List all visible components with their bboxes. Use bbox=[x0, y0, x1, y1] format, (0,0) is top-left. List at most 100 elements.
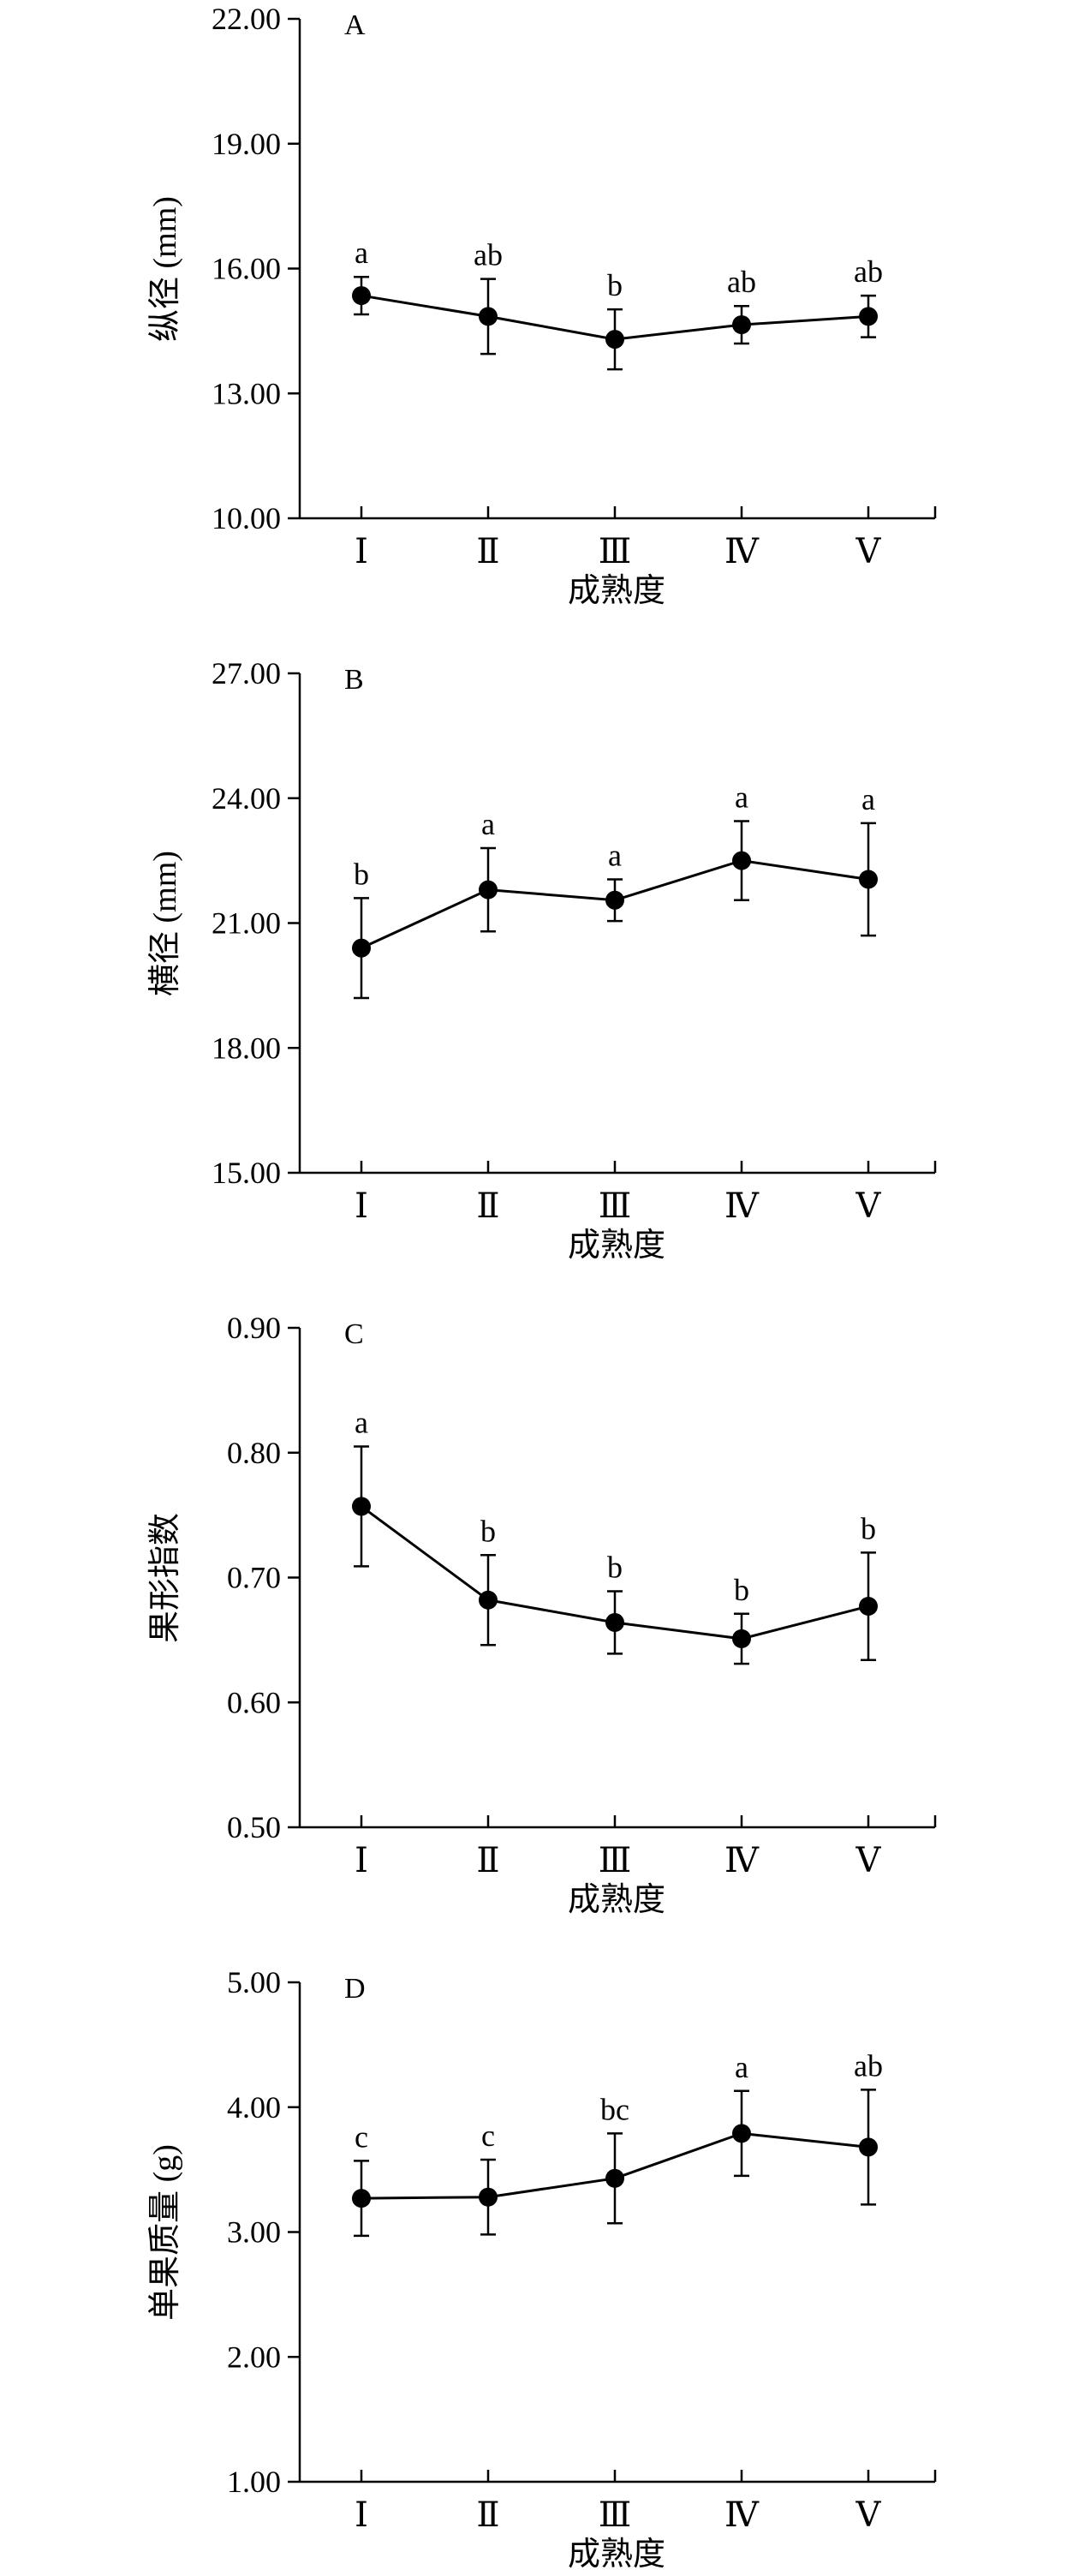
y-tick-label: 21.00 bbox=[212, 906, 281, 941]
y-axis-label: 纵径 (mm) bbox=[147, 196, 183, 342]
y-tick-label: 0.80 bbox=[227, 1436, 281, 1470]
y-tick-label: 18.00 bbox=[212, 1031, 281, 1065]
x-tick-label: Ⅴ bbox=[855, 1841, 882, 1880]
significance-letter: b bbox=[607, 268, 623, 302]
data-point bbox=[859, 2137, 878, 2157]
significance-letter: a bbox=[481, 807, 495, 841]
data-point bbox=[352, 938, 371, 958]
x-tick-label: Ⅳ bbox=[724, 2495, 760, 2534]
data-point bbox=[479, 307, 498, 326]
significance-letter: bc bbox=[600, 2092, 629, 2126]
x-tick-label: Ⅴ bbox=[855, 1186, 882, 1225]
y-tick-label: 0.60 bbox=[227, 1685, 281, 1719]
x-ticks: Ⅰ Ⅱ Ⅲ Ⅳ Ⅴ bbox=[355, 506, 937, 571]
data-marks: b a a a a bbox=[352, 780, 878, 1000]
significance-letter: b bbox=[607, 1551, 623, 1585]
x-tick-label: Ⅰ bbox=[355, 1841, 368, 1880]
x-tick-label: Ⅱ bbox=[476, 532, 499, 571]
x-axis-label: 成熟度 bbox=[568, 1228, 665, 1264]
panel-label: A bbox=[344, 9, 366, 41]
data-point bbox=[859, 870, 878, 889]
y-tick-label: 0.90 bbox=[227, 1311, 281, 1345]
x-tick-label: Ⅲ bbox=[599, 1186, 632, 1225]
data-point bbox=[605, 890, 624, 910]
x-tick-label: Ⅳ bbox=[724, 1186, 760, 1225]
x-tick-label: Ⅰ bbox=[355, 1186, 368, 1225]
y-tick-label: 0.50 bbox=[227, 1810, 281, 1844]
data-point bbox=[859, 1597, 878, 1617]
data-point bbox=[732, 1629, 751, 1648]
y-tick-label: 1.00 bbox=[227, 2465, 281, 2499]
y-tick-label: 3.00 bbox=[227, 2215, 281, 2250]
y-tick-label: 16.00 bbox=[212, 252, 281, 286]
y-ticks: 1.00 2.00 3.00 4.00 5.00 bbox=[227, 1965, 300, 2499]
y-tick-label: 27.00 bbox=[212, 656, 281, 690]
data-point bbox=[732, 315, 751, 335]
data-point bbox=[859, 307, 878, 326]
significance-letter: ab bbox=[727, 265, 756, 299]
x-axis-label: 成熟度 bbox=[568, 1882, 665, 1918]
x-tick-label: Ⅴ bbox=[855, 532, 882, 571]
panel-b: B 横径 (mm) 成熟度 15.0018.0021.0024.0027.00 … bbox=[147, 656, 937, 1264]
significance-letter: b bbox=[480, 1514, 496, 1548]
x-tick-label: Ⅱ bbox=[476, 1841, 499, 1880]
significance-letter: b bbox=[861, 1511, 876, 1545]
x-axis-label: 成熟度 bbox=[568, 573, 665, 609]
significance-letter: ab bbox=[854, 254, 883, 289]
x-ticks: Ⅰ Ⅱ Ⅲ Ⅳ Ⅴ bbox=[355, 1815, 937, 1880]
y-axis-label: 横径 (mm) bbox=[147, 851, 183, 996]
y-tick-label: 13.00 bbox=[212, 376, 281, 410]
y-tick-label: 22.00 bbox=[212, 2, 281, 36]
x-ticks: Ⅰ Ⅱ Ⅲ Ⅳ Ⅴ bbox=[355, 1161, 937, 1225]
data-point bbox=[605, 1612, 624, 1632]
y-ticks: 15.00 18.00 21.00 24.00 27.00 bbox=[212, 656, 300, 1190]
significance-letter: a bbox=[735, 2050, 748, 2084]
data-point bbox=[352, 2189, 371, 2208]
x-tick-label: Ⅲ bbox=[599, 1841, 632, 1880]
significance-letter: b bbox=[734, 1573, 749, 1607]
panel-c: C 果形指数 成熟度 0.50 0.60 0.70 0.80 0.90 Ⅰ Ⅱ Ⅲ Ⅳ Ⅴ a b… bbox=[147, 1311, 937, 1918]
y-tick-label: 19.00 bbox=[212, 127, 281, 161]
y-tick-label: 5.00 bbox=[227, 1965, 281, 1999]
significance-letter: a bbox=[861, 782, 875, 816]
y-ticks: 10.00 13.00 16.00 19.00 22.00 bbox=[212, 2, 300, 535]
x-tick-label: Ⅲ bbox=[599, 532, 632, 571]
significance-letter: c bbox=[481, 2119, 495, 2153]
data-point bbox=[479, 880, 498, 900]
y-axis-label: 单果质量 (g) bbox=[147, 2144, 183, 2321]
significance-letter: b bbox=[354, 857, 369, 891]
data-point bbox=[479, 1590, 498, 1610]
significance-letter: c bbox=[355, 2119, 368, 2154]
y-tick-label: 15.00 bbox=[212, 1156, 281, 1190]
x-tick-label: Ⅲ bbox=[599, 2495, 632, 2534]
y-tick-label: 10.00 bbox=[212, 501, 281, 535]
panel-a: A 纵径 (mm) 成熟度 10.0013.0016.0019.0022.00 … bbox=[147, 2, 937, 609]
x-tick-label: Ⅳ bbox=[724, 532, 760, 571]
x-tick-label: Ⅴ bbox=[855, 2495, 882, 2534]
x-tick-label: Ⅱ bbox=[476, 2495, 499, 2534]
significance-letter: a bbox=[355, 1405, 368, 1439]
panel-label: B bbox=[344, 664, 364, 696]
y-tick-label: 24.00 bbox=[212, 781, 281, 816]
y-tick-label: 4.00 bbox=[227, 2090, 281, 2125]
data-point bbox=[352, 286, 371, 306]
significance-letter: ab bbox=[854, 2048, 883, 2083]
data-point bbox=[732, 2124, 751, 2143]
data-point bbox=[352, 1497, 371, 1516]
data-marks: c c bc a ab bbox=[352, 2048, 883, 2238]
significance-letter: a bbox=[608, 838, 622, 872]
y-tick-label: 0.70 bbox=[227, 1561, 281, 1595]
data-point bbox=[605, 2168, 624, 2188]
x-ticks: Ⅰ Ⅱ Ⅲ Ⅳ Ⅴ bbox=[355, 2470, 937, 2534]
significance-letter: ab bbox=[474, 238, 503, 272]
data-point bbox=[605, 330, 624, 350]
y-tick-label: 2.00 bbox=[227, 2340, 281, 2374]
data-point bbox=[479, 2187, 498, 2207]
significance-letter: a bbox=[355, 236, 368, 270]
significance-letter: a bbox=[735, 780, 748, 814]
x-tick-label: Ⅳ bbox=[724, 1841, 760, 1880]
data-marks: a b b b b bbox=[352, 1405, 878, 1665]
y-ticks: 0.50 0.60 0.70 0.80 0.90 bbox=[227, 1311, 300, 1844]
panel-label: D bbox=[344, 1973, 366, 2005]
